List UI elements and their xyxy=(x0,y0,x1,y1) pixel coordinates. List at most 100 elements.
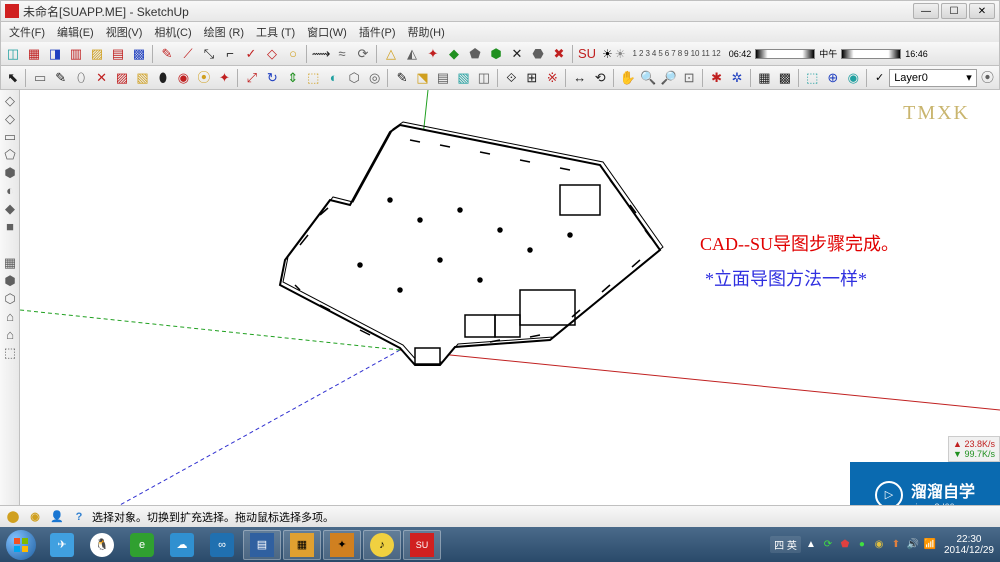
toolbar-button[interactable]: ▤ xyxy=(433,68,452,88)
sidebar-tool[interactable]: ⌂ xyxy=(2,326,18,342)
menu-help[interactable]: 帮助(H) xyxy=(402,24,451,40)
toolbar-button[interactable]: ⬔ xyxy=(413,68,432,88)
menu-edit[interactable]: 编辑(E) xyxy=(51,24,100,40)
toolbar-button[interactable]: ✲ xyxy=(727,68,746,88)
sidebar-tool[interactable]: ⌂ xyxy=(2,308,18,324)
toolbar-button[interactable]: ⬮ xyxy=(153,68,172,88)
toolbar-button[interactable]: ▨ xyxy=(87,44,107,64)
toolbar-button[interactable]: ⟋ xyxy=(178,44,198,64)
toolbar-button[interactable]: ⬣ xyxy=(528,44,548,64)
toolbar-button[interactable]: ▦ xyxy=(755,68,774,88)
toolbar-button[interactable]: ◎ xyxy=(365,68,384,88)
toolbar-button[interactable]: ✎ xyxy=(51,68,70,88)
tray-shield-icon[interactable]: ⬟ xyxy=(838,538,852,552)
maximize-button[interactable]: ☐ xyxy=(941,3,967,19)
toolbar-button[interactable]: ⬚ xyxy=(304,68,323,88)
minimize-button[interactable]: — xyxy=(913,3,939,19)
status-info-icon[interactable]: ⬤ xyxy=(4,508,22,526)
toolbar-button[interactable]: ⤡ xyxy=(199,44,219,64)
taskbar-app-browser[interactable]: e xyxy=(123,530,161,560)
sidebar-tool[interactable]: ◇ xyxy=(2,110,18,126)
toolbar-button[interactable]: ⟲ xyxy=(591,68,610,88)
sidebar-tool[interactable]: ◐ xyxy=(2,182,18,198)
layer-dropdown[interactable]: Layer0▾ xyxy=(889,69,977,87)
toolbar-button[interactable]: ※ xyxy=(543,68,562,88)
toolbar-button[interactable]: ◫ xyxy=(474,68,493,88)
start-button[interactable] xyxy=(0,527,42,562)
toolbar-button[interactable]: 🔎 xyxy=(659,68,678,88)
sidebar-tool[interactable]: ⬚ xyxy=(2,344,18,360)
layer-visibility-icon[interactable]: ⦿ xyxy=(978,68,997,88)
toolbar-button[interactable]: ▨ xyxy=(112,68,131,88)
sidebar-tool[interactable]: ⬢ xyxy=(2,164,18,180)
menu-plugins[interactable]: 插件(P) xyxy=(353,24,402,40)
menu-camera[interactable]: 相机(C) xyxy=(148,24,197,40)
toolbar-button[interactable]: ⟳ xyxy=(353,44,373,64)
menu-draw[interactable]: 绘图 (R) xyxy=(198,24,250,40)
toolbar-button[interactable]: ⌐ xyxy=(220,44,240,64)
toolbar-button[interactable]: ◭ xyxy=(402,44,422,64)
ime-indicator[interactable]: 四 英 xyxy=(770,536,801,553)
toolbar-button[interactable]: ▦ xyxy=(24,44,44,64)
sidebar-tool[interactable] xyxy=(2,236,18,252)
toolbar-button[interactable]: ✕ xyxy=(92,68,111,88)
sidebar-tool[interactable]: ▦ xyxy=(2,254,18,270)
toolbar-button[interactable]: ✦ xyxy=(423,44,443,64)
tray-net-icon[interactable]: ◉ xyxy=(872,538,886,552)
tray-clock[interactable]: 22:30 2014/12/29 xyxy=(944,534,994,556)
toolbar-button[interactable]: ⊕ xyxy=(823,68,842,88)
tray-vol-icon[interactable]: 🔊 xyxy=(906,538,920,552)
taskbar-app-5[interactable]: ∞ xyxy=(203,530,241,560)
toolbar-button[interactable]: ○ xyxy=(283,44,303,64)
sidebar-tool[interactable]: ⬡ xyxy=(2,290,18,306)
tray-update-icon[interactable]: ⬆ xyxy=(889,538,903,552)
toolbar-button[interactable]: ↔ xyxy=(570,68,589,88)
toolbar-button[interactable]: ◉ xyxy=(174,68,193,88)
status-user-icon[interactable]: 👤 xyxy=(48,508,66,526)
tray-flag-icon[interactable]: ▲ xyxy=(804,538,818,552)
sidebar-tool[interactable]: ⬢ xyxy=(2,272,18,288)
toolbar-button[interactable]: ✎ xyxy=(157,44,177,64)
toolbar-button[interactable]: ✓ xyxy=(241,44,261,64)
sidebar-tool[interactable]: ◇ xyxy=(2,92,18,108)
toolbar-button[interactable]: ▧ xyxy=(133,68,152,88)
menu-view[interactable]: 视图(V) xyxy=(100,24,149,40)
taskbar-app-qq[interactable]: 🐧 xyxy=(83,530,121,560)
toolbar-button[interactable]: ◫ xyxy=(3,44,23,64)
toolbar-button[interactable]: ⟐ xyxy=(502,68,521,88)
close-button[interactable]: ✕ xyxy=(969,3,995,19)
toolbar-button[interactable]: ▧ xyxy=(454,68,473,88)
toolbar-button[interactable]: ✦ xyxy=(215,68,234,88)
menu-tools[interactable]: 工具 (T) xyxy=(250,24,301,40)
taskbar-app-4[interactable]: ☁ xyxy=(163,530,201,560)
toolbar-button[interactable]: ▩ xyxy=(775,68,794,88)
toolbar-button[interactable]: ▥ xyxy=(66,44,86,64)
toolbar-button[interactable]: ⬢ xyxy=(486,44,506,64)
canvas-area[interactable]: TMXK CAD--SU导图步骤完成。 *立面导图方法一样* xyxy=(20,90,1000,505)
sidebar-tool[interactable]: ⬠ xyxy=(2,146,18,162)
toolbar-button[interactable]: ◨ xyxy=(45,44,65,64)
taskbar-app-su[interactable]: SU xyxy=(403,530,441,560)
taskbar-app-8[interactable]: ✦ xyxy=(323,530,361,560)
toolbar-button[interactable]: ✖ xyxy=(549,44,569,64)
menu-window[interactable]: 窗口(W) xyxy=(301,24,353,40)
toolbar-button[interactable]: 🔍 xyxy=(638,68,657,88)
toolbar-button[interactable]: ⬟ xyxy=(465,44,485,64)
menu-file[interactable]: 文件(F) xyxy=(3,24,51,40)
taskbar-app-7[interactable]: ▦ xyxy=(283,530,321,560)
toolbar-button[interactable]: ⤢ xyxy=(242,68,261,88)
status-help-icon[interactable]: ? xyxy=(70,508,88,526)
toolbar-button[interactable]: ✎ xyxy=(392,68,411,88)
toolbar-button[interactable]: ▤ xyxy=(108,44,128,64)
toolbar-button[interactable]: ✕ xyxy=(507,44,527,64)
status-geo-icon[interactable]: ◉ xyxy=(26,508,44,526)
toolbar-button[interactable]: ≈ xyxy=(332,44,352,64)
taskbar-app-6[interactable]: ▤ xyxy=(243,530,281,560)
tray-disk-icon[interactable]: ● xyxy=(855,538,869,552)
sidebar-tool[interactable]: ■ xyxy=(2,218,18,234)
toolbar-button[interactable]: ⬯ xyxy=(71,68,90,88)
shadow-time[interactable]: 06:42中午16:46 xyxy=(729,47,928,60)
toolbar-button[interactable]: ◆ xyxy=(444,44,464,64)
sidebar-tool[interactable]: ▭ xyxy=(2,128,18,144)
toolbar-button[interactable]: ⊞ xyxy=(522,68,541,88)
